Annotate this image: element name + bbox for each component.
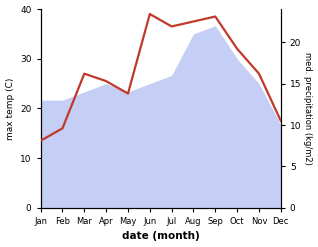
Y-axis label: med. precipitation (kg/m2): med. precipitation (kg/m2) [303, 52, 313, 165]
Y-axis label: max temp (C): max temp (C) [5, 77, 15, 140]
X-axis label: date (month): date (month) [122, 231, 200, 242]
